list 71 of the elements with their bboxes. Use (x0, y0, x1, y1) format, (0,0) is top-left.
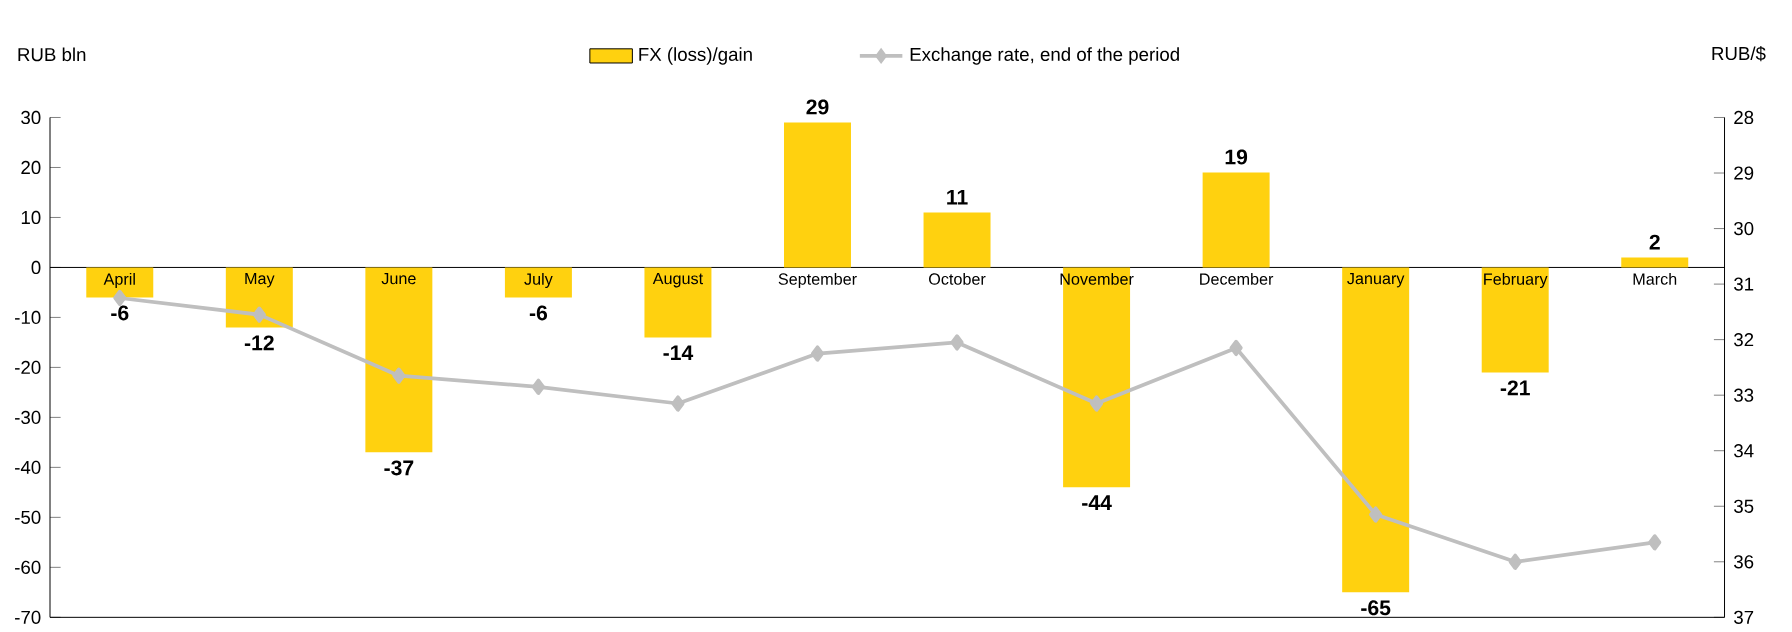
data-label: -37 (384, 460, 414, 476)
data-label: -21 (1500, 380, 1530, 396)
x-tick-label: February (1484, 272, 1548, 288)
x-tick-label: March (1633, 272, 1677, 285)
y-tick-label: 30 (21, 110, 41, 124)
y2-tick-label: 32 (1734, 332, 1754, 347)
bar (1481, 267, 1549, 373)
x-tick-label: August (652, 272, 704, 288)
x-tick-label: January (1347, 272, 1405, 288)
y2-tick-label: 33 (1734, 388, 1754, 402)
data-label: 29 (806, 99, 829, 115)
y2-tick-label: 34 (1734, 443, 1754, 458)
bar (225, 267, 293, 328)
point (1508, 553, 1522, 570)
x-tick-label: June (381, 272, 416, 285)
y2-tick-label: 30 (1734, 221, 1754, 236)
y2-tick-label: 35 (1734, 499, 1754, 513)
data-label: -12 (244, 335, 274, 351)
point (1648, 534, 1662, 551)
x-tick-label: April (103, 272, 135, 288)
y-axis-title: RUB bln (18, 47, 86, 62)
data-label: -6 (111, 305, 129, 321)
y2-tick-label: 36 (1734, 555, 1754, 569)
bar (644, 267, 712, 338)
x-tick-label: December (1200, 272, 1274, 285)
y2-tick-label: 31 (1734, 277, 1754, 291)
bar (1342, 267, 1410, 593)
data-label: 2 (1649, 234, 1660, 250)
point (1369, 506, 1383, 523)
bar (1202, 172, 1270, 268)
legend-label: Exchange rate, end of the period (910, 47, 1179, 65)
y-tick-label: -50 (15, 510, 41, 524)
y-tick-label: -60 (15, 560, 41, 574)
data-label: -14 (663, 345, 694, 360)
y2-tick-label: 37 (1734, 610, 1754, 624)
point (113, 289, 127, 306)
y-tick-label: -20 (15, 360, 41, 374)
bar (365, 267, 433, 453)
bar (86, 267, 154, 298)
point (950, 334, 964, 351)
y2-axis-title: RUB/$ (1712, 45, 1766, 62)
y2-tick-label: 28 (1734, 110, 1754, 124)
y-tick-label: -70 (15, 610, 41, 624)
data-label: -44 (1082, 495, 1112, 510)
legend-label: FX (loss)/gain (639, 47, 752, 65)
x-tick-label: October (929, 272, 986, 285)
bar (923, 212, 991, 268)
bar (784, 122, 851, 268)
y-tick-label: -10 (15, 310, 41, 324)
data-label: 11 (947, 189, 968, 205)
x-tick-label: May (245, 272, 275, 288)
data-label: -6 (529, 305, 548, 321)
y-tick-label: 10 (21, 210, 41, 224)
point (1090, 395, 1104, 412)
point (392, 367, 406, 384)
point (810, 345, 825, 362)
y-tick-label: 0 (31, 260, 41, 274)
y2-tick-label: 29 (1734, 166, 1754, 180)
point (1229, 339, 1243, 356)
point (671, 395, 685, 412)
bar (504, 267, 572, 298)
y-tick-label: -40 (15, 460, 41, 474)
bar (1621, 257, 1689, 268)
point (531, 378, 545, 395)
point (252, 306, 266, 323)
x-tick-label: September (778, 272, 857, 288)
y-tick-label: -30 (15, 410, 41, 424)
x-tick-label: July (524, 272, 553, 288)
data-label: -65 (1361, 600, 1391, 616)
y-tick-label: 20 (21, 160, 41, 174)
data-label: 19 (1225, 149, 1248, 165)
